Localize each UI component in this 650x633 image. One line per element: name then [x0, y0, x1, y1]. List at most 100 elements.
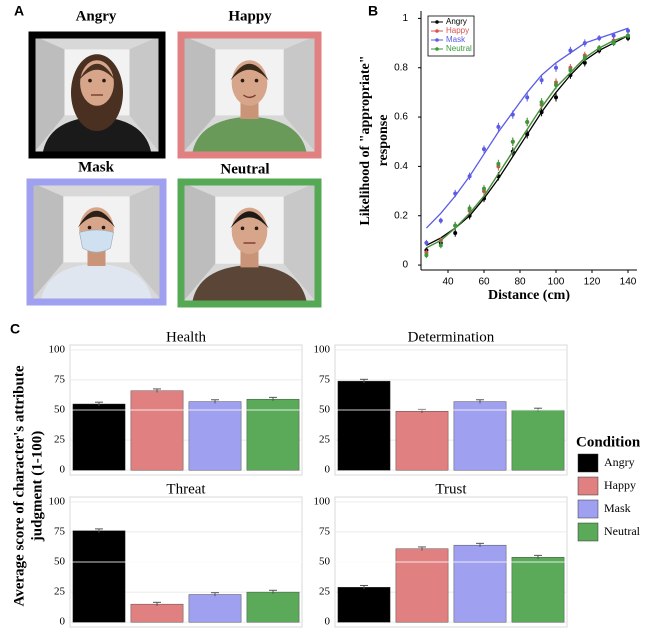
- bar: [72, 403, 126, 471]
- face-label: Mask: [78, 159, 114, 175]
- neck: [240, 101, 259, 119]
- y-axis-label: response: [376, 115, 391, 167]
- point: [467, 206, 472, 211]
- point: [496, 124, 501, 129]
- x-tick-label: 120: [584, 277, 601, 288]
- x-tick-label: 140: [620, 277, 637, 288]
- point: [539, 100, 544, 105]
- point: [424, 253, 429, 258]
- point: [626, 33, 630, 38]
- y-tick-label: 50: [54, 556, 66, 568]
- point: [582, 55, 587, 60]
- legend-marker: [435, 38, 439, 42]
- point: [554, 95, 558, 100]
- x-tick-label: 80: [514, 277, 526, 288]
- x-tick-label: 40: [442, 277, 454, 288]
- panel-label: A: [14, 3, 24, 19]
- room-side: [32, 35, 65, 155]
- bar: [453, 544, 507, 623]
- fit-curve: [426, 35, 629, 249]
- frame: [28, 31, 166, 159]
- y-tick-label: 1: [402, 13, 408, 24]
- y-tick-label: 50: [319, 404, 331, 416]
- bar: [188, 401, 242, 471]
- legend-label: Mask: [446, 35, 466, 44]
- room-side: [129, 35, 162, 155]
- point: [539, 110, 544, 115]
- y-axis-label: Likelihood of "appropriate": [358, 55, 373, 225]
- eye: [240, 226, 245, 231]
- point: [626, 28, 630, 33]
- avatar: [177, 31, 322, 159]
- y-tick-label: 0: [325, 464, 331, 476]
- legend-label: Neutral: [446, 44, 472, 53]
- frame: [26, 178, 167, 306]
- room-side: [129, 182, 163, 302]
- avatar: [177, 178, 322, 308]
- legend-swatch: [577, 522, 599, 542]
- point: [438, 243, 443, 248]
- face-label: Happy: [228, 8, 272, 24]
- y-tick-label: 75: [54, 525, 66, 537]
- point: [482, 147, 486, 152]
- point: [453, 223, 458, 228]
- eye: [88, 78, 92, 83]
- x-axis-label: Distance (cm): [488, 288, 570, 303]
- eye: [102, 78, 106, 83]
- neck: [87, 248, 106, 266]
- legend-label: Happy: [446, 26, 469, 35]
- y-tick-label: 0: [60, 464, 66, 476]
- y-tick-label: 100: [314, 343, 331, 355]
- y-tick-label: 100: [314, 495, 331, 507]
- point: [438, 218, 443, 223]
- hair: [77, 210, 116, 228]
- bar: [337, 380, 391, 471]
- point: [467, 174, 472, 179]
- y-tick-label: 25: [54, 434, 66, 446]
- avatar: [28, 31, 166, 159]
- bar: [130, 603, 184, 623]
- bar: [511, 556, 565, 623]
- frame: [177, 31, 322, 159]
- eye: [240, 78, 245, 83]
- eye: [254, 226, 259, 231]
- y-tick-label: 25: [319, 586, 331, 598]
- point: [568, 48, 573, 53]
- y-tick-label: 75: [54, 373, 66, 385]
- point: [510, 112, 515, 117]
- y-tick-label: 100: [49, 343, 66, 355]
- point: [582, 60, 587, 65]
- y-tick-label: 0.8: [394, 62, 408, 73]
- panel-label: B: [368, 3, 378, 19]
- eye: [254, 78, 259, 83]
- legend-marker: [435, 47, 439, 51]
- frame: [177, 178, 322, 308]
- point: [525, 95, 530, 100]
- legend-swatch: [577, 453, 599, 473]
- fit-curve: [426, 35, 629, 249]
- point: [453, 191, 458, 196]
- point: [582, 41, 587, 46]
- y-tick-label: 25: [319, 434, 331, 446]
- point: [424, 240, 429, 245]
- legend-swatch: [577, 499, 599, 519]
- fit-curve: [425, 27, 629, 229]
- y-tick-label: 0.4: [394, 161, 408, 172]
- avatar: [26, 178, 167, 306]
- x-tick-label: 60: [478, 277, 490, 288]
- point: [525, 120, 530, 124]
- y-tick-label: 0: [402, 260, 408, 271]
- y-axis-label: judgment (1-100): [29, 431, 45, 542]
- legend-title: Condition: [576, 434, 641, 450]
- hair: [78, 63, 116, 81]
- chart-title: Threat: [166, 481, 206, 497]
- torso: [40, 263, 153, 302]
- point: [597, 36, 602, 41]
- legend-marker: [435, 20, 439, 24]
- y-tick-label: 0.2: [394, 210, 408, 221]
- room-side: [30, 182, 64, 302]
- x-tick-label: 100: [548, 277, 565, 288]
- point: [611, 41, 616, 46]
- bar: [511, 409, 565, 471]
